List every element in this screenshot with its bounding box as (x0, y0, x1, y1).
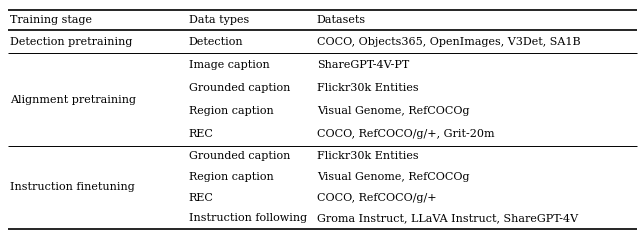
Text: Grounded caption: Grounded caption (189, 83, 290, 93)
Text: COCO, RefCOCO/g/+: COCO, RefCOCO/g/+ (317, 193, 436, 203)
Text: REC: REC (189, 129, 214, 139)
Text: Groma Instruct, LLaVA Instruct, ShareGPT-4V: Groma Instruct, LLaVA Instruct, ShareGPT… (317, 213, 578, 223)
Text: Grounded caption: Grounded caption (189, 151, 290, 161)
Text: Training stage: Training stage (10, 15, 92, 25)
Text: Region caption: Region caption (189, 172, 273, 182)
Text: COCO, Objects365, OpenImages, V3Det, SA1B: COCO, Objects365, OpenImages, V3Det, SA1… (317, 37, 580, 47)
Text: Image caption: Image caption (189, 60, 269, 70)
Text: Visual Genome, RefCOCOg: Visual Genome, RefCOCOg (317, 172, 469, 182)
Text: Instruction finetuning: Instruction finetuning (10, 182, 134, 192)
Text: Instruction following: Instruction following (189, 213, 307, 223)
Text: Detection pretraining: Detection pretraining (10, 37, 132, 47)
Text: COCO, RefCOCO/g/+, Grit-20m: COCO, RefCOCO/g/+, Grit-20m (317, 129, 495, 139)
Text: Region caption: Region caption (189, 106, 273, 116)
Text: Flickr30k Entities: Flickr30k Entities (317, 83, 419, 93)
Text: Datasets: Datasets (317, 15, 366, 25)
Text: Flickr30k Entities: Flickr30k Entities (317, 151, 419, 161)
Text: ShareGPT-4V-PT: ShareGPT-4V-PT (317, 60, 409, 70)
Text: Alignment pretraining: Alignment pretraining (10, 95, 136, 105)
Text: Detection: Detection (189, 37, 243, 47)
Text: REC: REC (189, 193, 214, 203)
Text: Data types: Data types (189, 15, 249, 25)
Text: Visual Genome, RefCOCOg: Visual Genome, RefCOCOg (317, 106, 469, 116)
